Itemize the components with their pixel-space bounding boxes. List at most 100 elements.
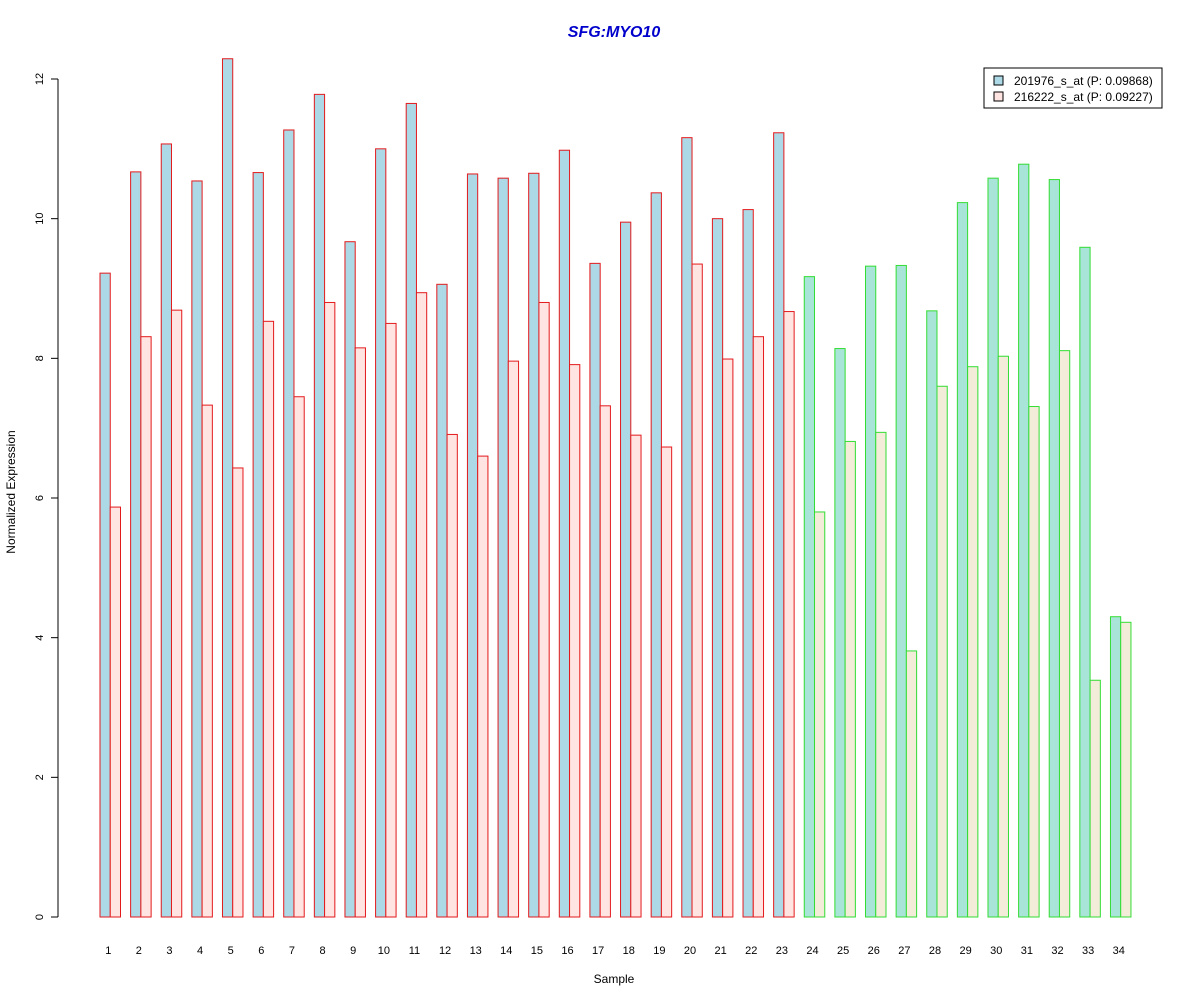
y-tick-label: 6 <box>34 495 46 501</box>
bar-series-1-sample-30 <box>987 177 999 918</box>
x-tick-label: 6 <box>258 945 264 957</box>
bar-series-2-sample-20 <box>691 263 703 918</box>
x-tick-label: 7 <box>289 945 295 957</box>
x-tick-label: 12 <box>439 945 451 957</box>
y-tick-label: 12 <box>34 73 46 85</box>
x-tick-label: 24 <box>806 945 818 957</box>
bar-series-1-sample-26 <box>865 265 877 918</box>
bar-series-1-sample-5 <box>221 58 234 918</box>
x-tick-label: 13 <box>470 945 482 957</box>
x-tick-labels: 1 2 3 4 5 6 7 8 9 10 11 12 13 14 15 16 17 18 19 20 21 22 23 24 2… <box>105 945 1125 957</box>
x-tick-label: 28 <box>929 945 941 957</box>
x-tick-label: 15 <box>531 945 543 957</box>
bar-series-2-sample-34 <box>1120 621 1132 918</box>
x-tick-label: 8 <box>320 945 326 957</box>
bar-series-1-sample-24 <box>803 276 816 918</box>
x-tick-label: 9 <box>350 945 356 957</box>
x-tick-label: 33 <box>1082 945 1094 957</box>
x-tick-label: 31 <box>1021 945 1033 957</box>
bar-series-1-sample-31 <box>1018 163 1030 918</box>
x-tick-label: 25 <box>837 945 849 957</box>
x-tick-label: 26 <box>868 945 880 957</box>
bar-series-2-sample-9 <box>354 347 366 918</box>
x-tick-label: 20 <box>684 945 696 957</box>
bar-series-1-sample-34 <box>1109 616 1122 918</box>
y-tick-label: 0 <box>34 914 46 920</box>
bar-series-1-sample-2 <box>130 171 142 918</box>
bar-series-1-sample-17 <box>589 262 601 918</box>
bar-series-1-sample-16 <box>558 149 571 918</box>
bar-series-1-sample-11 <box>405 102 417 918</box>
bar-series-1-sample-13 <box>466 173 479 918</box>
bar-series-2-sample-6 <box>262 320 275 918</box>
bar-series-2-sample-16 <box>569 364 581 918</box>
bar-series-2-sample-33 <box>1089 679 1101 918</box>
bar-series-1-sample-22 <box>742 209 754 918</box>
bar-series-1-sample-23 <box>773 132 785 918</box>
bar-series-1-sample-12 <box>436 283 448 918</box>
x-tick-label: 22 <box>745 945 757 957</box>
x-axis-label: Sample <box>594 972 635 986</box>
bar-series-2-sample-4 <box>201 404 213 918</box>
legend-swatch-series-1 <box>993 75 1004 86</box>
bar-series-1-sample-14 <box>497 177 509 918</box>
x-tick-label: 27 <box>898 945 910 957</box>
y-tick-label: 8 <box>34 355 46 361</box>
bar-series-2-sample-12 <box>446 433 458 918</box>
x-tick-label: 4 <box>197 945 203 957</box>
bar-series-1-sample-3 <box>160 143 172 918</box>
bar-series-1-sample-27 <box>895 264 907 918</box>
x-tick-label: 17 <box>592 945 604 957</box>
bar-series-1-sample-15 <box>528 172 540 918</box>
bar-series-2-sample-29 <box>967 366 979 918</box>
bar-series-2-sample-7 <box>293 396 305 918</box>
bar-series-1-sample-7 <box>283 129 295 918</box>
x-tick-label: 23 <box>776 945 788 957</box>
bar-series-2-sample-26 <box>875 431 887 918</box>
y-axis-label: Normalized Expression <box>4 430 18 553</box>
bar-series-1-sample-18 <box>620 221 632 918</box>
bar-series-2-sample-23 <box>783 311 795 918</box>
legend-box <box>983 67 1163 109</box>
bar-series-1-sample-19 <box>650 192 662 918</box>
x-tick-label: 10 <box>378 945 390 957</box>
bar-series-1-sample-8 <box>313 93 326 918</box>
x-tick-label: 5 <box>228 945 234 957</box>
y-axis: 0 2 4 6 8 10 12 <box>34 73 59 920</box>
bar-series-1-sample-1 <box>99 272 111 918</box>
x-tick-label: 30 <box>990 945 1002 957</box>
legend-label-series-2: 216222_s_at (P: 0.09227) <box>1014 90 1153 104</box>
bar-series-2-sample-17 <box>599 405 611 918</box>
x-tick-label: 32 <box>1051 945 1063 957</box>
bar-series-1-sample-33 <box>1079 246 1091 918</box>
bar-series-2-sample-21 <box>722 358 734 918</box>
bar-series-1-sample-29 <box>956 202 969 918</box>
x-tick-label: 1 <box>105 945 111 957</box>
x-tick-label: 3 <box>166 945 172 957</box>
bar-series-1-sample-25 <box>834 348 846 918</box>
bar-series-1-sample-6 <box>252 172 264 918</box>
bar-series-2-sample-13 <box>477 455 489 918</box>
bar-series-2-sample-1 <box>109 506 121 918</box>
bar-series-2-sample-25 <box>844 440 856 918</box>
y-tick-label: 10 <box>34 213 46 225</box>
bar-series-2-sample-14 <box>507 360 520 918</box>
x-tick-label: 29 <box>959 945 971 957</box>
bars-layer <box>99 58 1132 918</box>
bar-series-2-sample-18 <box>630 434 642 918</box>
legend-label-series-1: 201976_s_at (P: 0.09868) <box>1014 74 1153 88</box>
x-tick-label: 18 <box>623 945 635 957</box>
x-tick-label: 19 <box>653 945 665 957</box>
bar-series-2-sample-30 <box>997 355 1009 918</box>
x-tick-label: 11 <box>409 945 420 957</box>
y-tick-label: 4 <box>34 635 46 641</box>
x-tick-label: 16 <box>561 945 573 957</box>
x-tick-label: 2 <box>136 945 142 957</box>
bar-series-1-sample-9 <box>344 241 356 918</box>
bar-series-2-sample-32 <box>1058 350 1071 918</box>
bar-series-2-sample-3 <box>170 309 183 918</box>
legend: 201976_s_at (P: 0.09868) 216222_s_at (P:… <box>983 67 1163 109</box>
bar-series-1-sample-32 <box>1048 179 1060 918</box>
